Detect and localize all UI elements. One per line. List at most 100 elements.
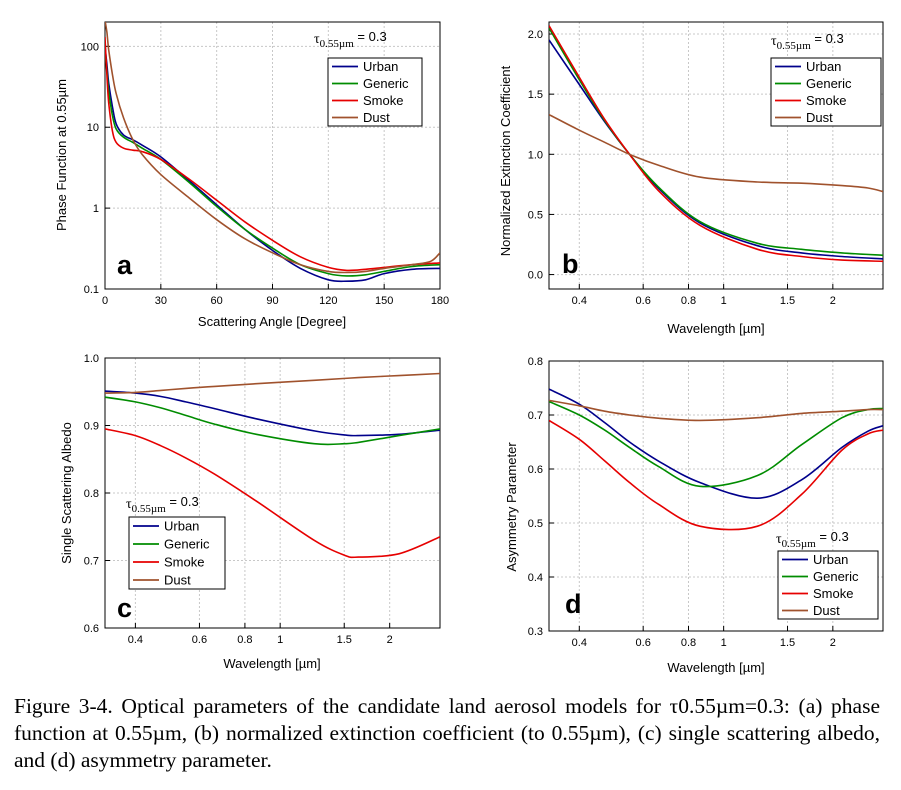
x-tick-label: 0.6 <box>636 295 651 307</box>
series-line-dust <box>105 372 440 394</box>
y-tick-label: 1.0 <box>84 353 99 365</box>
y-tick-label: 2.0 <box>528 29 543 41</box>
series-line-generic <box>105 49 440 277</box>
legend-label-dust: Dust <box>164 573 191 588</box>
panel-label: b <box>562 249 579 279</box>
y-axis-label: Normalized Extinction Coefficient <box>498 65 513 256</box>
x-tick-label: 180 <box>431 295 449 307</box>
x-tick-label: 30 <box>155 295 167 307</box>
series-line-urban <box>105 46 440 283</box>
y-tick-label: 0.8 <box>84 488 99 500</box>
legend-label-dust: Dust <box>363 110 390 125</box>
series-line-generic <box>549 400 883 488</box>
x-tick-label: 1 <box>277 634 283 646</box>
chart-panel-a: 0 30 60 90 120 150 180 0.1 1 10 100 Scattering Angl… <box>54 21 449 329</box>
y-tick-label: 0.0 <box>528 270 543 282</box>
x-axis-label: Wavelength [µm] <box>667 321 764 336</box>
y-tick-label: 0.5 <box>528 518 543 530</box>
series-line-generic <box>549 27 883 257</box>
x-tick-label: 1 <box>721 637 727 649</box>
series-line-generic <box>105 396 440 446</box>
x-tick-label: 60 <box>211 295 223 307</box>
y-tick-label: 0.8 <box>528 356 543 368</box>
series-line-dust <box>105 22 440 274</box>
panel-label: c <box>117 593 132 623</box>
legend-label-urban: Urban <box>813 552 848 567</box>
x-tick-label: 150 <box>375 295 393 307</box>
legend-label-generic: Generic <box>363 76 409 91</box>
x-axis-label: Scattering Angle [Degree] <box>198 314 346 329</box>
y-tick-label: 0.4 <box>528 572 543 584</box>
x-tick-label: 0 <box>102 295 108 307</box>
x-tick-label: 120 <box>319 295 337 307</box>
y-tick-label: 1.0 <box>528 149 543 161</box>
legend-label-urban: Urban <box>363 59 398 74</box>
plot-frame <box>548 360 884 632</box>
legend-label-smoke: Smoke <box>363 93 403 108</box>
legend-box <box>128 516 226 590</box>
y-tick-label: 100 <box>81 41 99 53</box>
plot-frame <box>548 21 884 290</box>
series-line-smoke <box>549 419 883 531</box>
chart-panel-c: 0.4 0.6 0.8 1 1.5 2 0.6 0.7 0.8 0.9 1.0 Wavelength … <box>59 353 441 671</box>
legend-label-urban: Urban <box>164 519 199 534</box>
legend-label-smoke: Smoke <box>164 555 204 570</box>
series-line-smoke <box>105 37 440 272</box>
series-line-dust <box>549 113 883 193</box>
x-tick-label: 90 <box>266 295 278 307</box>
x-tick-label: 1.5 <box>780 637 795 649</box>
y-axis-label: Phase Function at 0.55µm <box>54 79 69 231</box>
legend-label-urban: Urban <box>806 59 841 74</box>
chart-panel-b: 0.4 0.6 0.8 1 1.5 2 0.0 0.5 1.0 1.5 2.0 Wavelength … <box>498 21 884 336</box>
series-line-urban <box>549 39 883 260</box>
y-axis-label: Asymmetry Parameter <box>504 442 519 572</box>
x-tick-label: 0.4 <box>572 295 587 307</box>
y-tick-label: 0.7 <box>84 556 99 568</box>
x-tick-label: 2 <box>387 634 393 646</box>
tau-annotation: τ0.55µm = 0.3 <box>314 29 387 50</box>
figure-canvas: 0 30 60 90 120 150 180 0.1 1 10 100 Scattering Angl… <box>54 21 884 675</box>
x-tick-label: 0.6 <box>192 634 207 646</box>
x-tick-label: 0.8 <box>681 295 696 307</box>
series-line-smoke <box>549 25 883 263</box>
x-axis-label: Wavelength [µm] <box>667 660 764 675</box>
legend-label-dust: Dust <box>806 110 833 125</box>
legend-label-smoke: Smoke <box>813 586 853 601</box>
y-tick-label: 0.6 <box>84 623 99 635</box>
x-tick-label: 0.8 <box>681 637 696 649</box>
x-tick-label: 0.4 <box>572 637 587 649</box>
y-tick-label: 1.5 <box>528 89 543 101</box>
legend-label-smoke: Smoke <box>806 93 846 108</box>
x-tick-label: 0.4 <box>128 634 143 646</box>
x-axis-label: Wavelength [µm] <box>223 656 320 671</box>
y-tick-label: 1 <box>93 203 99 215</box>
legend-box <box>770 57 882 127</box>
legend-label-generic: Generic <box>806 76 852 91</box>
y-axis-label: Single Scattering Albedo <box>59 422 74 564</box>
tau-annotation: τ0.55µm = 0.3 <box>126 494 199 515</box>
series-line-dust <box>549 399 883 422</box>
series-line-urban <box>105 390 440 437</box>
y-tick-label: 10 <box>87 122 99 134</box>
y-tick-label: 0.9 <box>84 421 99 433</box>
series-line-smoke <box>105 428 440 559</box>
tau-annotation: τ0.55µm = 0.3 <box>771 31 844 52</box>
y-tick-label: 0.3 <box>528 626 543 638</box>
legend-box <box>777 550 879 620</box>
legend-box <box>327 57 423 127</box>
x-tick-label: 2 <box>830 295 836 307</box>
panel-label: d <box>565 589 582 619</box>
y-tick-label: 0.6 <box>528 464 543 476</box>
chart-panel-d: 0.4 0.6 0.8 1 1.5 2 0.3 0.4 0.5 0.6 0.7 0.8 Waveleng… <box>504 356 884 675</box>
tau-annotation: τ0.55µm = 0.3 <box>776 529 849 550</box>
x-tick-label: 0.8 <box>237 634 252 646</box>
figure-caption: Figure 3-4. Optical parameters of the ca… <box>14 694 880 772</box>
y-tick-label: 0.7 <box>528 410 543 422</box>
x-tick-label: 1 <box>721 295 727 307</box>
legend-label-generic: Generic <box>164 537 210 552</box>
legend-label-dust: Dust <box>813 603 840 618</box>
legend-label-generic: Generic <box>813 569 859 584</box>
x-tick-label: 1.5 <box>337 634 352 646</box>
y-tick-label: 0.1 <box>84 284 99 296</box>
x-tick-label: 2 <box>830 637 836 649</box>
